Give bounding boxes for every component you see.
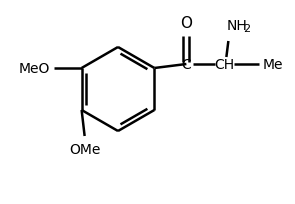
Text: O: O: [180, 16, 192, 31]
Text: MeO: MeO: [18, 62, 50, 76]
Text: 2: 2: [243, 24, 250, 34]
Text: C: C: [181, 58, 191, 72]
Text: CH: CH: [214, 58, 235, 72]
Text: OMe: OMe: [69, 142, 100, 156]
Text: NH: NH: [226, 19, 247, 33]
Text: Me: Me: [262, 58, 283, 72]
